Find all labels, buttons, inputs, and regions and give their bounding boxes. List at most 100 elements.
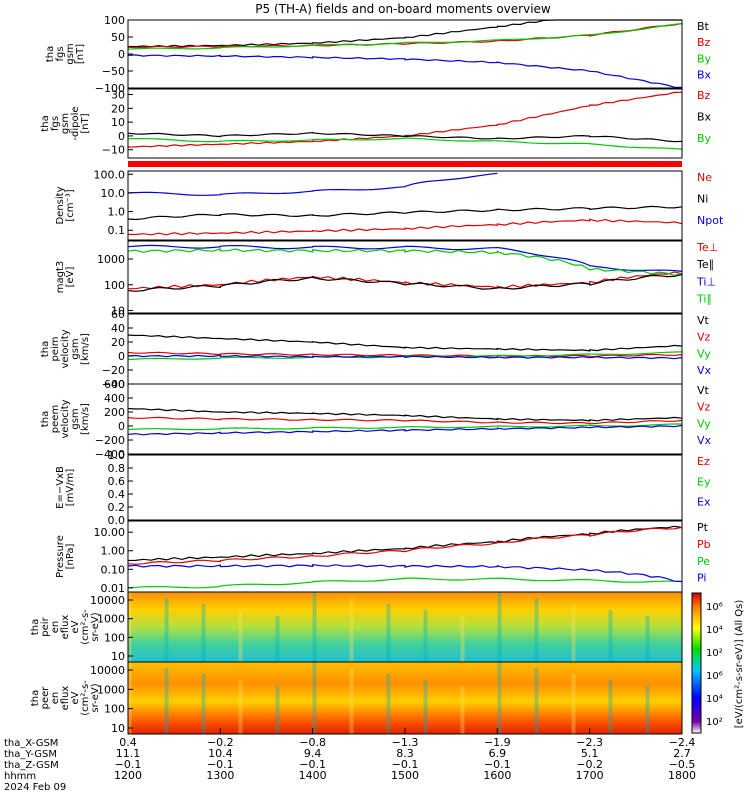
legend-entry: Ez: [697, 455, 710, 468]
footer-value: 1600: [483, 769, 511, 782]
footer-value: −0.8: [299, 736, 326, 749]
legend-entry: Bt: [697, 20, 710, 33]
y-tick-label: 1.0: [108, 449, 126, 462]
series-line-blue: [127, 424, 683, 436]
y-tick-label: 60: [111, 308, 125, 321]
footer-value: 5.1: [581, 747, 599, 760]
footer-row-label: hhmm: [4, 771, 36, 782]
y-axis-label-line: velocity: [60, 329, 71, 368]
footer-row-label: tha_Z-GSM: [4, 760, 59, 771]
y-tick-label: 200: [104, 406, 125, 419]
y-tick-label: 0: [118, 130, 125, 143]
y-tick-label: −100: [95, 82, 125, 95]
footer-value: 1300: [206, 769, 234, 782]
y-axis-label-line: tha: [40, 115, 51, 131]
footer-value: −0.1: [299, 758, 326, 771]
panel-fgs_gsm: 100 50 0 −50 −100 tha fgs gsm [nT] Bt Bz By Bx: [45, 14, 712, 95]
footer-value: −2.4: [669, 736, 696, 749]
panel-background: [128, 89, 682, 158]
y-axis-label: E=−VxB [mV/m]: [55, 466, 76, 509]
footer-value: −2.3: [576, 736, 603, 749]
y-axis-label-line: tha: [40, 341, 51, 357]
series-line-blue: [127, 172, 498, 196]
footer-value: −1.9: [484, 736, 511, 749]
spectrogram-image: [128, 592, 682, 662]
footer-value: 1200: [114, 769, 142, 782]
y-axis-label-line: fgs: [50, 116, 61, 131]
footer-date: 2024 Feb 09: [4, 782, 66, 793]
y-axis-label-line: magt3: [55, 261, 66, 294]
y-axis-label: tha peir en eflux eV (cm²-s-sr-eV): [30, 609, 101, 645]
y-tick-label: 10000: [90, 594, 125, 607]
series-line-black: [127, 407, 683, 422]
legend-entry: Bz: [697, 89, 711, 102]
y-tick-label: 10.00: [94, 526, 126, 539]
y-axis-label-line: gsm: [70, 338, 81, 359]
y-axis-label-line: Pressure: [55, 535, 66, 578]
y-axis-label-line: E=−VxB: [55, 466, 66, 509]
legend-entry: Te∥: [696, 258, 714, 271]
legend-entry: Pe: [697, 555, 710, 568]
y-axis-label-line: tha: [40, 411, 51, 427]
y-axis-label-line: Density: [55, 186, 66, 224]
y-tick-label: 20: [111, 102, 125, 115]
y-axis-label-line: fgs: [55, 46, 66, 61]
y-tick-label: 0.4: [108, 488, 126, 501]
y-tick-label: 400: [104, 392, 125, 405]
legend-entry: Vt: [697, 384, 710, 397]
y-tick-label: −10: [102, 144, 125, 157]
y-axis-label: tha peim velocity gsm [km/s]: [40, 329, 91, 368]
legend-entry: Ti⊥: [696, 275, 716, 288]
y-axis-label: Pressure [nPa]: [55, 535, 76, 578]
footer-value: 8.3: [396, 747, 414, 760]
legend-entry: Vy: [697, 347, 711, 360]
panel-frame: [127, 88, 683, 159]
y-axis-label-line: tha: [45, 46, 56, 62]
footer-value: −0.1: [392, 758, 419, 771]
y-axis-label-line: gsm: [60, 113, 71, 134]
footer-value: 6.9: [489, 747, 507, 760]
y-tick-label: 40: [111, 322, 125, 335]
y-axis-label-line: (cm²-s-: [80, 609, 91, 645]
y-axis-label-line: tha: [30, 690, 41, 706]
y-tick-label: 30: [111, 89, 125, 102]
panel-frame: [127, 240, 683, 314]
series-line-black: [127, 525, 683, 562]
legend-entry: Te⊥: [696, 241, 718, 254]
series-line-green: [127, 22, 683, 50]
y-axis-label-line: [nT]: [75, 44, 86, 64]
y-tick-label: 0.8: [108, 462, 126, 475]
legend-entry: Ex: [697, 496, 711, 509]
legend-entry: Pi: [697, 572, 706, 585]
footer-value: −0.1: [207, 758, 234, 771]
y-axis-label-line: [nT]: [80, 113, 91, 133]
y-tick-label: 10: [111, 650, 125, 663]
y-axis-label-line: [cm⁻³]: [65, 189, 76, 221]
y-axis-label-line: eV: [70, 620, 81, 633]
footer-value: 1800: [668, 769, 696, 782]
panel-frame: [127, 383, 683, 455]
legend-entry: Vt: [697, 314, 710, 327]
series-line-black: [127, 205, 683, 221]
y-axis-label-line: -dipole: [70, 106, 81, 140]
y-axis-label-line: eV: [70, 691, 81, 704]
colorbar-tick: 10⁶: [706, 671, 723, 682]
y-tick-label: 10.0: [101, 187, 126, 200]
footer-axis: tha_X-GSM 0.4 −0.2 −0.8 −1.3 −1.9 −2.3 −2.4 tha_…: [4, 728, 696, 793]
legend-entry: Vz: [697, 331, 711, 344]
legend-entry: Vx: [697, 434, 712, 447]
y-tick-label: 10: [111, 722, 125, 735]
spectrogram-image: [128, 662, 682, 734]
colorbar-gradient: [691, 592, 702, 734]
series-line-red: [127, 22, 683, 49]
panel-density: 100.0 10.0 1.0 0.1 Density [cm⁻³] Ne Ni Npot: [55, 168, 724, 241]
panel-pressure: 10.00 1.00 0.10 0.01 Pressure [nPa] Pt Pb Pe Pi: [55, 520, 711, 595]
y-axis-label-line: eflux: [60, 615, 71, 640]
series-line-blue: [127, 354, 683, 360]
y-tick-label: 0.10: [101, 563, 126, 576]
y-tick-label: 600: [104, 378, 125, 391]
legend-entry: Npot: [697, 214, 724, 227]
